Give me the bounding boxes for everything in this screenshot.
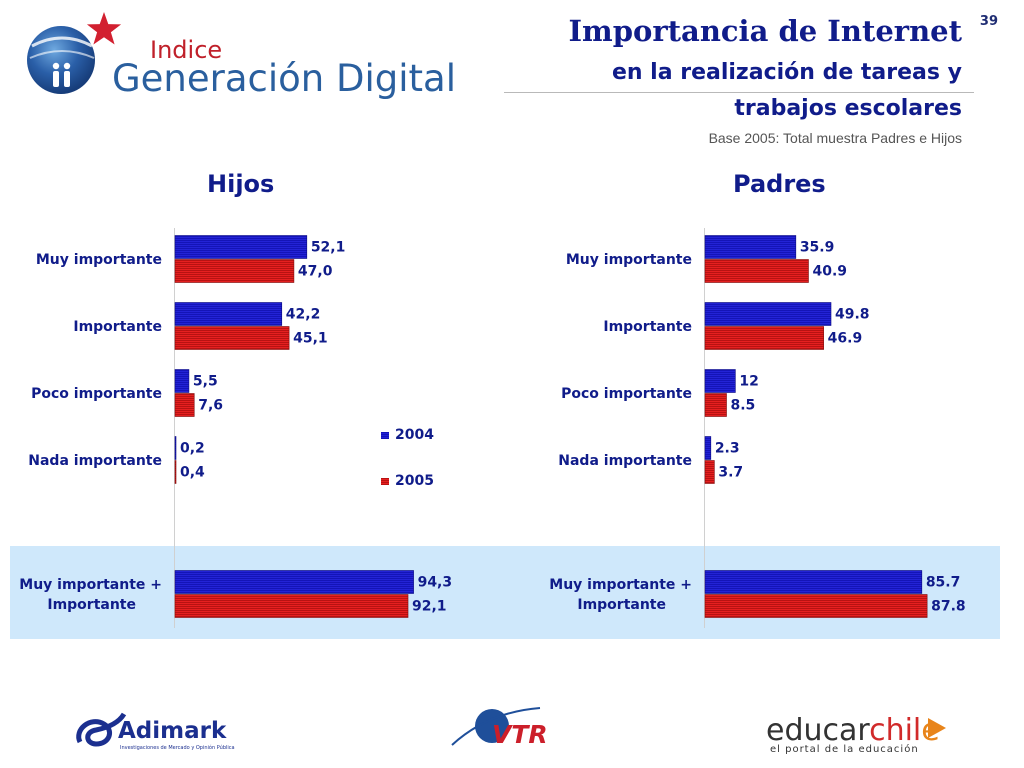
page-number: 39 bbox=[979, 14, 998, 29]
bar-2005-3 bbox=[174, 460, 177, 484]
legend-label-2004: 2004 bbox=[395, 427, 434, 443]
data-label-2005-3: 3.7 bbox=[718, 465, 743, 481]
title-divider bbox=[504, 92, 974, 93]
adimark-tagline: Investigaciones de Mercado y Opinión Púb… bbox=[120, 744, 235, 751]
slide-title-line3: trabajos escolares bbox=[734, 96, 962, 121]
slide-title-line1: Importancia de Internet bbox=[568, 14, 962, 48]
category-label: Nada importante bbox=[558, 453, 692, 469]
bar-2004-0 bbox=[704, 235, 797, 259]
bar-2004-1 bbox=[704, 302, 832, 326]
category-label: Poco importante bbox=[561, 386, 692, 402]
data-label-2004-1: 42,2 bbox=[286, 307, 321, 323]
data-label-2004-1: 49.8 bbox=[835, 307, 870, 323]
globe-icon bbox=[27, 26, 95, 94]
chart-hijos: Muy importante 52,1 47,0 Importante 42,2 45,1… bbox=[19, 228, 453, 628]
people-icon bbox=[52, 62, 71, 87]
data-label-2004-0: 52,1 bbox=[311, 240, 346, 256]
chart-title-hijos: Hijos bbox=[207, 170, 275, 198]
legend-swatch-2005 bbox=[381, 478, 389, 485]
bar-2005-1 bbox=[174, 326, 290, 350]
vtr-logo: VTR bbox=[451, 707, 548, 749]
data-label-2005-1: 46.9 bbox=[828, 331, 863, 347]
bar-2004-1 bbox=[174, 302, 283, 326]
adimark-ribbon-icon bbox=[76, 712, 127, 747]
bar-2004-3 bbox=[704, 436, 712, 460]
bar-2005-4 bbox=[174, 594, 409, 618]
bar-2004-4 bbox=[174, 570, 414, 594]
category-label: Importante bbox=[73, 319, 162, 335]
data-label-2005-2: 8.5 bbox=[731, 398, 756, 414]
category-label: Muy importante + Importante bbox=[19, 577, 162, 613]
slide-title-line2: en la realización de tareas y bbox=[611, 60, 962, 85]
bar-2004-3 bbox=[174, 436, 177, 460]
educarchile-tagline: el portal de la educación bbox=[770, 743, 919, 755]
bar-2005-2 bbox=[704, 393, 727, 417]
bar-2004-0 bbox=[174, 235, 308, 259]
data-label-2004-2: 12 bbox=[739, 374, 758, 390]
category-label: Poco importante bbox=[31, 386, 162, 402]
legend-swatch-2004 bbox=[381, 432, 389, 439]
bar-2005-4 bbox=[704, 594, 928, 618]
base-note: Base 2005: Total muestra Padres e Hijos bbox=[708, 130, 962, 146]
category-label: Importante bbox=[603, 319, 692, 335]
category-label: Muy importante + Importante bbox=[549, 577, 692, 613]
data-label-2005-0: 40.9 bbox=[812, 264, 847, 280]
bar-2004-2 bbox=[174, 369, 190, 393]
data-label-2005-1: 45,1 bbox=[293, 331, 328, 347]
data-label-2005-2: 7,6 bbox=[198, 398, 223, 414]
chart-title-padres: Padres bbox=[733, 170, 826, 198]
adimark-logo: Adimark Investigaciones de Mercado y Opi… bbox=[76, 712, 235, 751]
data-label-2004-0: 35.9 bbox=[800, 240, 835, 256]
data-label-2005-4: 92,1 bbox=[412, 599, 447, 615]
bar-2004-4 bbox=[704, 570, 923, 594]
bar-2005-2 bbox=[174, 393, 195, 417]
data-label-2005-4: 87.8 bbox=[931, 599, 966, 615]
category-label: Muy importante bbox=[566, 252, 692, 268]
data-label-2004-2: 5,5 bbox=[193, 374, 218, 390]
educarchile-arrow-icon bbox=[928, 718, 946, 738]
adimark-name: Adimark bbox=[118, 718, 227, 744]
data-label-2004-4: 94,3 bbox=[418, 575, 453, 591]
data-label-2004-4: 85.7 bbox=[926, 575, 961, 591]
bar-2005-3 bbox=[704, 460, 715, 484]
category-label: Muy importante bbox=[36, 252, 162, 268]
data-label-2005-3: 0,4 bbox=[180, 465, 205, 481]
data-label-2004-3: 2.3 bbox=[715, 441, 740, 457]
vtr-name: VTR bbox=[492, 720, 548, 749]
logo-generacion-text: Generación Digital bbox=[112, 57, 456, 100]
vtr-globe-icon bbox=[475, 709, 509, 743]
star-icon bbox=[86, 12, 122, 45]
bar-2004-2 bbox=[704, 369, 736, 393]
data-label-2005-0: 47,0 bbox=[298, 264, 333, 280]
category-label: Nada importante bbox=[28, 453, 162, 469]
data-label-2004-3: 0,2 bbox=[180, 441, 205, 457]
legend-label-2005: 2005 bbox=[395, 473, 434, 489]
bar-2005-1 bbox=[704, 326, 824, 350]
bar-2005-0 bbox=[174, 259, 295, 283]
bar-2005-0 bbox=[704, 259, 809, 283]
chart-padres: Muy importante 35.9 40.9 Importante 49.8 46.9… bbox=[549, 228, 966, 628]
logo-indice-text: Indice bbox=[150, 36, 222, 64]
indice-generacion-digital-logo: Indice Generación Digital bbox=[27, 12, 456, 100]
